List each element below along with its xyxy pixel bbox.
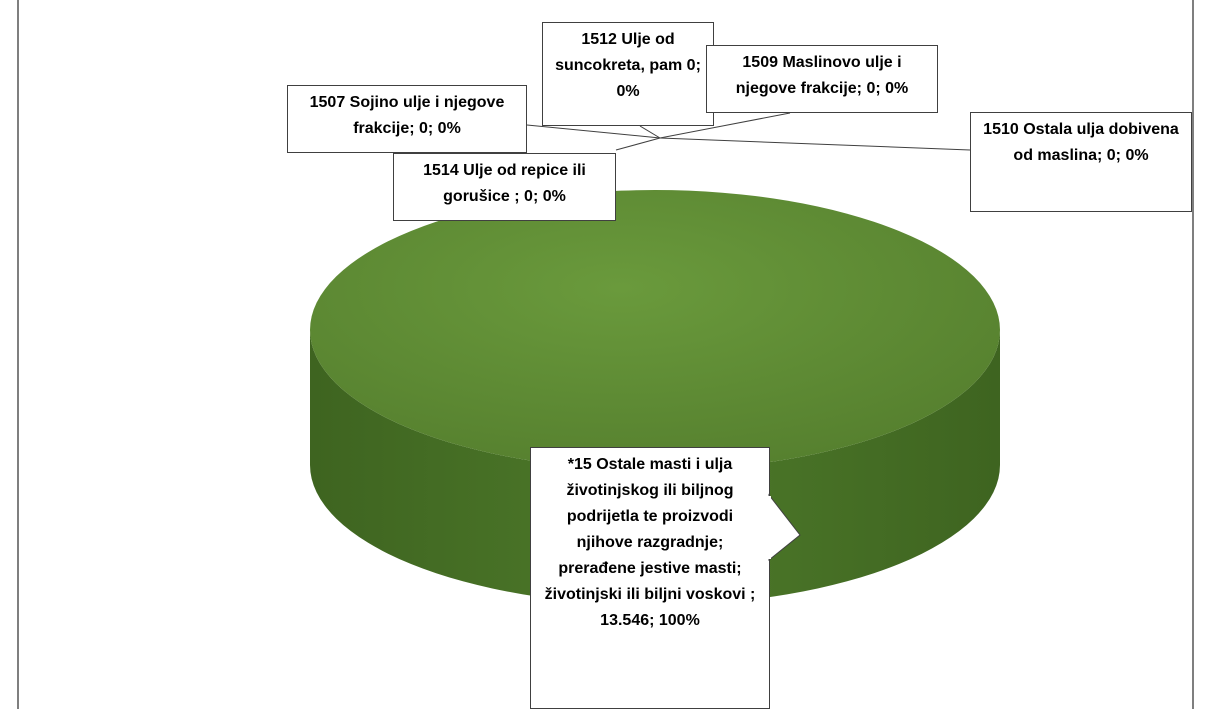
data-label: 1507 Sojino ulje i njegove frakcije; 0; …	[287, 85, 527, 153]
leader-line	[659, 137, 971, 151]
data-label: *15 Ostale masti i ulja životinjskog ili…	[530, 447, 770, 709]
pie-side	[310, 330, 1000, 605]
leader-line	[615, 137, 661, 151]
leader-line	[639, 125, 661, 139]
data-label: 1510 Ostala ulja dobivena od maslina; 0;…	[970, 112, 1192, 212]
data-label: 1509 Maslinovo ulje i njegove frakcije; …	[706, 45, 938, 113]
leader-line	[526, 124, 661, 139]
leader-line	[659, 112, 791, 139]
data-label: 1512 Ulje od suncokreta, pam 0; 0%	[542, 22, 714, 126]
pie-slice	[310, 190, 1000, 470]
data-label: 1514 Ulje od repice ili gorušice ; 0; 0%	[393, 153, 616, 221]
